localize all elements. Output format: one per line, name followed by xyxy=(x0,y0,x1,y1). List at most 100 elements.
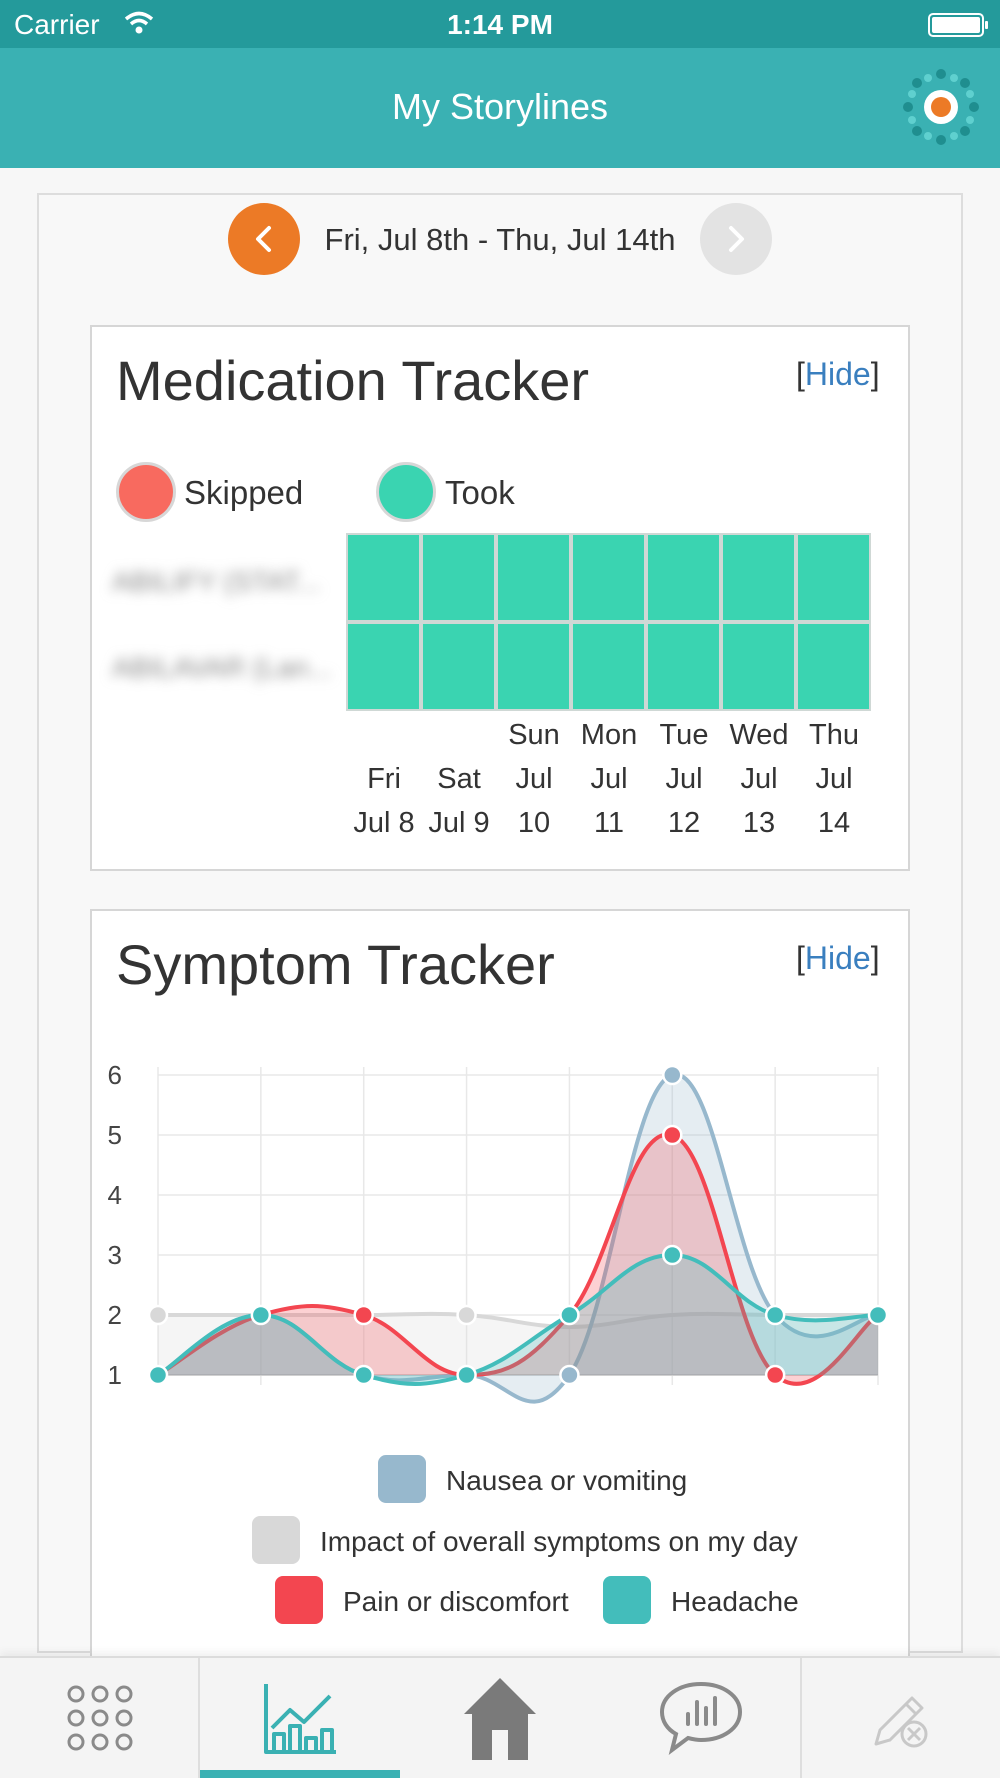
symptom-tracker-card xyxy=(90,909,910,1669)
medication-cell[interactable] xyxy=(721,533,796,622)
symptom-tracker-title: Symptom Tracker xyxy=(116,933,555,996)
clock: 1:14 PM xyxy=(447,9,553,40)
data-point-headache xyxy=(662,1244,683,1266)
nav-bar: My Storylines xyxy=(0,48,1000,168)
medication-cell[interactable] xyxy=(346,533,421,622)
legend-swatch-impact xyxy=(252,1516,300,1564)
medication-cell[interactable] xyxy=(496,622,571,711)
medication-name-2: ABILAVAR (Lan... xyxy=(112,652,332,683)
tab-separator xyxy=(800,1658,802,1778)
symptom-hide-link[interactable]: [Hide] xyxy=(796,940,880,976)
sun-logo-icon[interactable] xyxy=(900,66,982,148)
battery-icon xyxy=(928,13,988,37)
medication-cell[interactable] xyxy=(646,533,721,622)
day-label: Jul xyxy=(665,763,703,795)
day-label: Sun xyxy=(508,719,560,751)
next-week-button[interactable] xyxy=(700,203,772,275)
tab-journal[interactable] xyxy=(802,1658,1000,1778)
tab-storylines[interactable] xyxy=(200,1658,400,1778)
tab-messages[interactable] xyxy=(600,1658,800,1778)
data-point-headache xyxy=(764,1304,786,1326)
page-title: My Storylines xyxy=(391,86,609,127)
skipped-legend-label: Skipped xyxy=(184,474,304,511)
medication-cell[interactable] xyxy=(571,533,646,622)
medication-cell[interactable] xyxy=(571,622,646,711)
edit-pencil-icon xyxy=(874,1696,928,1748)
hide-label[interactable]: Hide xyxy=(804,356,871,392)
legend-label-headache: Headache xyxy=(671,1586,799,1617)
symptom-chart: 1 2 3 4 5 6 xyxy=(108,1060,889,1404)
day-label: Tue xyxy=(659,719,709,751)
y-tick-label: 2 xyxy=(108,1300,122,1330)
day-label: Wed xyxy=(729,719,789,751)
medication-cell[interactable] xyxy=(796,622,871,711)
medication-tracker-title: Medication Tracker xyxy=(116,349,590,412)
hide-label[interactable]: Hide xyxy=(804,940,871,976)
medication-cell[interactable] xyxy=(796,533,871,622)
day-label: Fri xyxy=(367,763,401,795)
day-label: Jul xyxy=(740,763,778,795)
y-tick-label: 6 xyxy=(108,1060,122,1090)
skipped-legend-swatch xyxy=(116,462,176,522)
legend-swatch-headache xyxy=(603,1576,651,1624)
day-label: Mon xyxy=(580,719,638,751)
data-point-nausea-or-vomiting xyxy=(559,1364,580,1386)
grid-menu-icon xyxy=(67,1685,133,1751)
series-area-pain-or-discomfort xyxy=(158,1134,878,1384)
y-tick-label: 4 xyxy=(108,1180,122,1210)
data-point-headache xyxy=(867,1304,889,1326)
carrier-label: Carrier xyxy=(14,9,100,40)
day-label: Jul 8 xyxy=(353,807,415,839)
data-point-nausea-or-vomiting xyxy=(662,1064,683,1086)
data-point-pain-or-discomfort xyxy=(764,1364,786,1386)
took-legend-label: Took xyxy=(445,474,515,511)
status-bar: Carrier 1:14 PM xyxy=(0,0,1000,48)
medication-hide-link[interactable]: [Hide] xyxy=(796,356,880,392)
data-point-headache xyxy=(353,1364,374,1386)
chevron-left-icon xyxy=(256,226,271,252)
data-point-headache xyxy=(147,1364,169,1386)
medication-cell[interactable] xyxy=(496,533,571,622)
data-point-pain-or-discomfort xyxy=(353,1304,374,1326)
legend-swatch-nausea xyxy=(378,1455,426,1503)
tab-menu[interactable] xyxy=(0,1658,198,1778)
tab-separator xyxy=(198,1658,200,1778)
home-icon xyxy=(464,1678,536,1760)
data-point-headache xyxy=(456,1364,477,1386)
day-label: Jul xyxy=(590,763,628,795)
day-label: Jul xyxy=(815,763,853,795)
legend-swatch-pain xyxy=(275,1576,323,1624)
day-label: Thu xyxy=(809,719,859,751)
y-tick-label: 3 xyxy=(108,1240,122,1270)
day-label: 13 xyxy=(742,807,776,839)
medication-name-1: ABILIFY (STAT... xyxy=(112,566,321,597)
day-label: Jul xyxy=(515,763,553,795)
previous-week-button[interactable] xyxy=(228,203,300,275)
medication-cell[interactable] xyxy=(646,622,721,711)
chart-icon xyxy=(264,1684,336,1754)
data-point-impact-of-overall-symptoms-on-my-day xyxy=(147,1304,169,1326)
tab-bar xyxy=(0,1656,1000,1778)
tab-home[interactable] xyxy=(400,1658,600,1778)
medication-cell[interactable] xyxy=(721,622,796,711)
day-label: 14 xyxy=(817,807,851,839)
series-area-headache xyxy=(158,1255,878,1384)
wifi-icon xyxy=(124,11,154,34)
medication-cell[interactable] xyxy=(421,622,496,711)
active-tab-indicator xyxy=(200,1770,400,1778)
medication-cell[interactable] xyxy=(346,622,421,711)
data-point-pain-or-discomfort xyxy=(662,1124,683,1146)
day-label: 10 xyxy=(517,807,551,839)
legend-label-nausea: Nausea or vomiting xyxy=(446,1465,688,1496)
data-point-headache xyxy=(559,1304,580,1326)
legend-label-impact: Impact of overall symptoms on my day xyxy=(320,1526,798,1557)
date-range-label: Fri, Jul 8th - Thu, Jul 14th xyxy=(324,222,676,257)
y-tick-label: 5 xyxy=(108,1120,122,1150)
chat-stats-icon xyxy=(659,1681,743,1755)
day-label: 11 xyxy=(593,807,625,839)
day-label: Jul 9 xyxy=(428,807,490,839)
medication-cell[interactable] xyxy=(421,533,496,622)
y-tick-label: 1 xyxy=(108,1360,122,1390)
day-label: 12 xyxy=(667,807,701,839)
data-point-impact-of-overall-symptoms-on-my-day xyxy=(456,1304,477,1326)
